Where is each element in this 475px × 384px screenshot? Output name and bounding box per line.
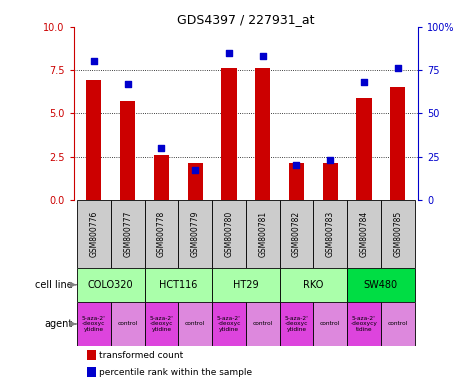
Text: GSM800777: GSM800777 [123, 210, 132, 257]
FancyBboxPatch shape [144, 268, 212, 302]
Point [293, 162, 300, 168]
Text: RKO: RKO [303, 280, 323, 290]
Bar [289, 164, 304, 200]
Text: 5-aza-2'
-deoxyc
ytidine: 5-aza-2' -deoxyc ytidine [217, 316, 241, 332]
Bar [86, 81, 102, 200]
Text: GSM800782: GSM800782 [292, 211, 301, 257]
Point [124, 81, 132, 87]
FancyBboxPatch shape [280, 302, 314, 346]
Point [360, 79, 368, 85]
FancyBboxPatch shape [381, 200, 415, 268]
Point [225, 50, 233, 56]
Text: percentile rank within the sample: percentile rank within the sample [99, 368, 253, 377]
Text: transformed count: transformed count [99, 351, 184, 360]
FancyBboxPatch shape [212, 200, 246, 268]
Text: GSM800785: GSM800785 [393, 211, 402, 257]
FancyBboxPatch shape [111, 302, 144, 346]
Bar [255, 68, 270, 200]
Point [158, 145, 165, 151]
Text: HCT116: HCT116 [159, 280, 198, 290]
FancyBboxPatch shape [381, 302, 415, 346]
Bar [323, 164, 338, 200]
Text: control: control [117, 321, 138, 326]
Text: GSM800778: GSM800778 [157, 211, 166, 257]
Point [90, 58, 98, 65]
Text: 5-aza-2'
-deoxyc
ytidine: 5-aza-2' -deoxyc ytidine [150, 316, 173, 332]
Text: 5-aza-2'
-deoxyc
ytidine: 5-aza-2' -deoxyc ytidine [285, 316, 308, 332]
FancyBboxPatch shape [77, 302, 111, 346]
FancyBboxPatch shape [314, 302, 347, 346]
Bar [221, 68, 237, 200]
FancyBboxPatch shape [246, 302, 280, 346]
Point [259, 53, 266, 60]
Text: control: control [320, 321, 341, 326]
Text: cell line: cell line [35, 280, 73, 290]
Bar [87, 350, 96, 361]
FancyBboxPatch shape [77, 268, 144, 302]
Point [394, 65, 401, 71]
FancyBboxPatch shape [178, 302, 212, 346]
Bar [154, 155, 169, 200]
Text: GSM800780: GSM800780 [224, 211, 233, 257]
Text: agent: agent [44, 319, 73, 329]
Point [326, 157, 334, 163]
Bar [188, 164, 203, 200]
FancyBboxPatch shape [347, 268, 415, 302]
FancyBboxPatch shape [347, 200, 381, 268]
Text: control: control [185, 321, 205, 326]
FancyBboxPatch shape [280, 268, 347, 302]
FancyBboxPatch shape [111, 200, 144, 268]
FancyBboxPatch shape [246, 200, 280, 268]
Bar [120, 101, 135, 200]
FancyBboxPatch shape [178, 200, 212, 268]
Text: GSM800783: GSM800783 [326, 211, 335, 257]
Text: COLO320: COLO320 [88, 280, 133, 290]
Bar [356, 98, 371, 200]
Bar [87, 367, 96, 377]
Bar [390, 88, 405, 200]
FancyBboxPatch shape [144, 302, 178, 346]
FancyBboxPatch shape [77, 200, 111, 268]
FancyBboxPatch shape [212, 268, 280, 302]
Text: GSM800776: GSM800776 [89, 210, 98, 257]
Text: GSM800779: GSM800779 [190, 210, 200, 257]
FancyBboxPatch shape [212, 302, 246, 346]
Text: control: control [388, 321, 408, 326]
Text: 5-aza-2'
-deoxycy
tidine: 5-aza-2' -deoxycy tidine [351, 316, 378, 332]
Text: SW480: SW480 [364, 280, 398, 290]
FancyBboxPatch shape [144, 200, 178, 268]
Text: GSM800784: GSM800784 [360, 211, 369, 257]
Text: control: control [253, 321, 273, 326]
FancyBboxPatch shape [280, 200, 314, 268]
Text: GSM800781: GSM800781 [258, 211, 267, 257]
Title: GDS4397 / 227931_at: GDS4397 / 227931_at [177, 13, 314, 26]
FancyBboxPatch shape [314, 200, 347, 268]
Text: 5-aza-2'
-deoxyc
ytidine: 5-aza-2' -deoxyc ytidine [82, 316, 106, 332]
Point [191, 167, 199, 174]
FancyBboxPatch shape [347, 302, 381, 346]
Text: HT29: HT29 [233, 280, 258, 290]
